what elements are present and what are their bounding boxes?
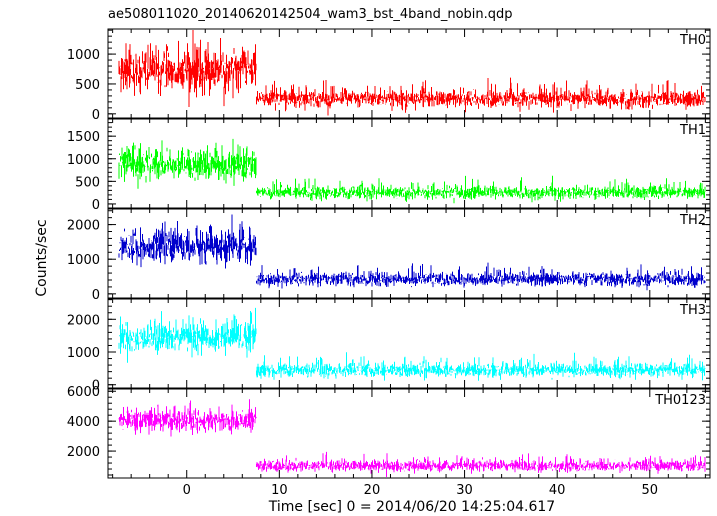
y-tick-label: 500 — [75, 175, 100, 190]
series-th2 — [118, 214, 706, 291]
x-axis-title: Time [sec] 0 = 2014/06/20 14:25:04.617 — [268, 499, 555, 515]
y-tick-label: 6000 — [67, 385, 100, 400]
y-tick-label: 2000 — [67, 219, 100, 234]
y-tick-label: 2000 — [67, 313, 100, 328]
y-tick-label: 4000 — [67, 415, 100, 430]
panel-label: TH3 — [679, 303, 706, 318]
x-tick-label: 0 — [183, 483, 191, 498]
y-tick-label: 0 — [92, 198, 100, 213]
y-tick-label: 1000 — [67, 253, 100, 268]
series-th3 — [118, 307, 706, 381]
panel-label: TH2 — [679, 213, 706, 228]
series-th0123 — [118, 399, 706, 477]
series-th1 — [118, 138, 706, 204]
y-tick-label: 500 — [75, 78, 100, 93]
x-tick-label: 30 — [456, 483, 473, 498]
y-tick-label: 0 — [92, 379, 100, 394]
y-tick-label: 2000 — [67, 445, 100, 460]
panel-th1: 0 500 1000 1500 TH1 — [67, 118, 711, 213]
panel-th3: 0 1000 2000 TH3 — [67, 298, 711, 394]
panel-label: TH0 — [679, 33, 706, 48]
x-tick-label: 40 — [549, 483, 566, 498]
x-tick-label: 10 — [271, 483, 288, 498]
y-axis-title: Counts/sec — [34, 219, 50, 296]
y-tick-label: 1000 — [67, 153, 100, 168]
panel-th0: 0 500 1000 TH0 — [67, 28, 711, 123]
series-th0 — [118, 30, 706, 116]
panel-label: TH0123 — [654, 393, 706, 408]
panel-th2: 0 1000 2000 TH2 — [67, 208, 711, 303]
y-tick-label: 1000 — [67, 48, 100, 63]
x-tick-label: 50 — [642, 483, 659, 498]
chart-title: ae508011020_20140620142504_wam3_bst_4ban… — [108, 7, 513, 22]
y-tick-label: 0 — [92, 288, 100, 303]
panel-th0123: 2000 4000 6000 TH0123 — [67, 385, 711, 479]
panel-label: TH1 — [679, 123, 706, 138]
y-tick-label: 0 — [92, 108, 100, 123]
y-tick-label: 1500 — [67, 130, 100, 145]
x-tick-label: 20 — [364, 483, 381, 498]
y-tick-label: 1000 — [67, 346, 100, 361]
